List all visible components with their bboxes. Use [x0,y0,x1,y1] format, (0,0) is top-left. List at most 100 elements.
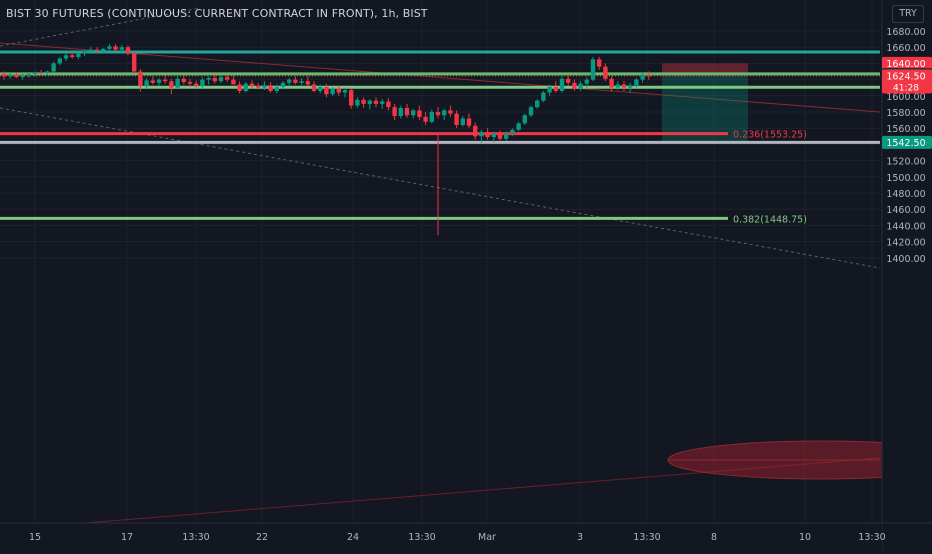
candle-body [634,79,639,86]
candle-body [485,132,490,138]
candle-body [435,112,441,116]
candle-body [423,116,428,122]
candle-body [243,83,248,91]
price-tick-label: 1680.00 [886,27,925,38]
candle-body [181,78,186,83]
candle-body [324,86,329,95]
price-tick-label: 1600.00 [886,92,925,103]
candle-body [572,82,577,89]
candle-body [460,118,465,125]
trend-line-dotted[interactable] [0,107,881,269]
currency-button[interactable]: TRY [892,5,924,23]
candle-body [417,110,422,117]
candle-body [404,107,410,116]
price-label-box [882,69,932,94]
time-tick-label: 24 [347,532,359,543]
candle-body [609,78,614,88]
time-tick-label: 13:30 [182,532,209,543]
candle-body [1,73,7,77]
time-axis[interactable]: 15 17 13:30 22 24 13:30 Mar 3 13:30 8 10 13:30 [0,522,932,550]
candle-body [541,92,546,101]
candle-body [144,80,149,87]
candle-body [20,74,25,78]
candle-body [82,51,87,54]
candle-body [125,47,131,54]
time-tick-label: 22 [256,532,268,543]
candle-body [119,47,124,50]
candle-body [287,79,292,83]
candle-body [194,83,199,87]
time-tick-label: 13:30 [408,532,435,543]
chart-title: BIST 30 FUTURES (CONTINUOUS: CURRENT CON… [6,7,428,20]
price-tick-label: 1580.00 [886,108,925,119]
price-tick-label: 1440.00 [886,221,925,232]
candle-body [479,132,484,137]
price-tick-label: 1660.00 [886,43,925,54]
candle-body [578,83,583,89]
candle-body [132,53,137,72]
candle-body [361,99,366,104]
candle-body [14,74,19,78]
candle-body [640,74,645,80]
candle-body [516,123,521,130]
candle-body [305,81,310,85]
candle-body [590,59,596,80]
candle-body [231,79,236,85]
candle-body [150,80,155,83]
price-label-box [882,56,932,70]
candle-body [8,74,13,77]
candle-body [32,72,38,74]
time-tick-label: 13:30 [858,532,885,543]
candle-body [473,125,478,137]
candle-body [107,46,112,49]
candle-body [318,86,323,91]
candle-body [39,72,44,74]
time-tick-label: 17 [121,532,133,543]
candle-body [45,71,50,74]
time-tick-label: 13:30 [633,532,660,543]
candle-body [76,53,81,57]
candle-body [113,46,118,50]
time-tick-label: 8 [711,532,717,543]
candle-body [88,49,93,52]
candle-body [51,63,56,72]
candle-body [429,112,434,122]
time-tick-label: 3 [577,532,583,543]
candle-body [262,85,267,88]
candle-body [442,110,447,116]
candle-body [70,55,75,57]
candle-body [448,110,453,114]
candle-body [510,129,515,134]
candle-body [349,90,354,106]
candle-body [280,82,286,87]
candle-body [566,78,571,83]
price-tick-label: 1420.00 [886,238,925,249]
candle-body [299,81,304,83]
candle-body [491,133,496,138]
candle-body [249,83,255,87]
price-tick-label: 1520.00 [886,157,925,168]
candle-body [584,79,589,84]
candle-body [274,86,279,91]
candle-body [187,82,193,84]
candle-body [535,100,540,108]
candle-body [94,49,100,51]
trend-line-red[interactable] [0,42,881,113]
candle-body [504,133,509,139]
candle-body [26,73,31,75]
candle-body [367,100,372,104]
candle-body [373,100,379,104]
candle-body [342,90,348,93]
trend-line-lower[interactable] [0,457,881,531]
time-axis-bg [0,523,882,550]
candle-body [628,85,633,88]
price-label-text: 1640.00 [886,59,925,70]
trend-line-dotted-top[interactable] [0,7,201,47]
price-tick-label: 1460.00 [886,205,925,216]
candle-body [200,79,205,87]
candle-body [206,77,211,80]
candle-body [175,78,180,88]
candles [1,43,651,236]
